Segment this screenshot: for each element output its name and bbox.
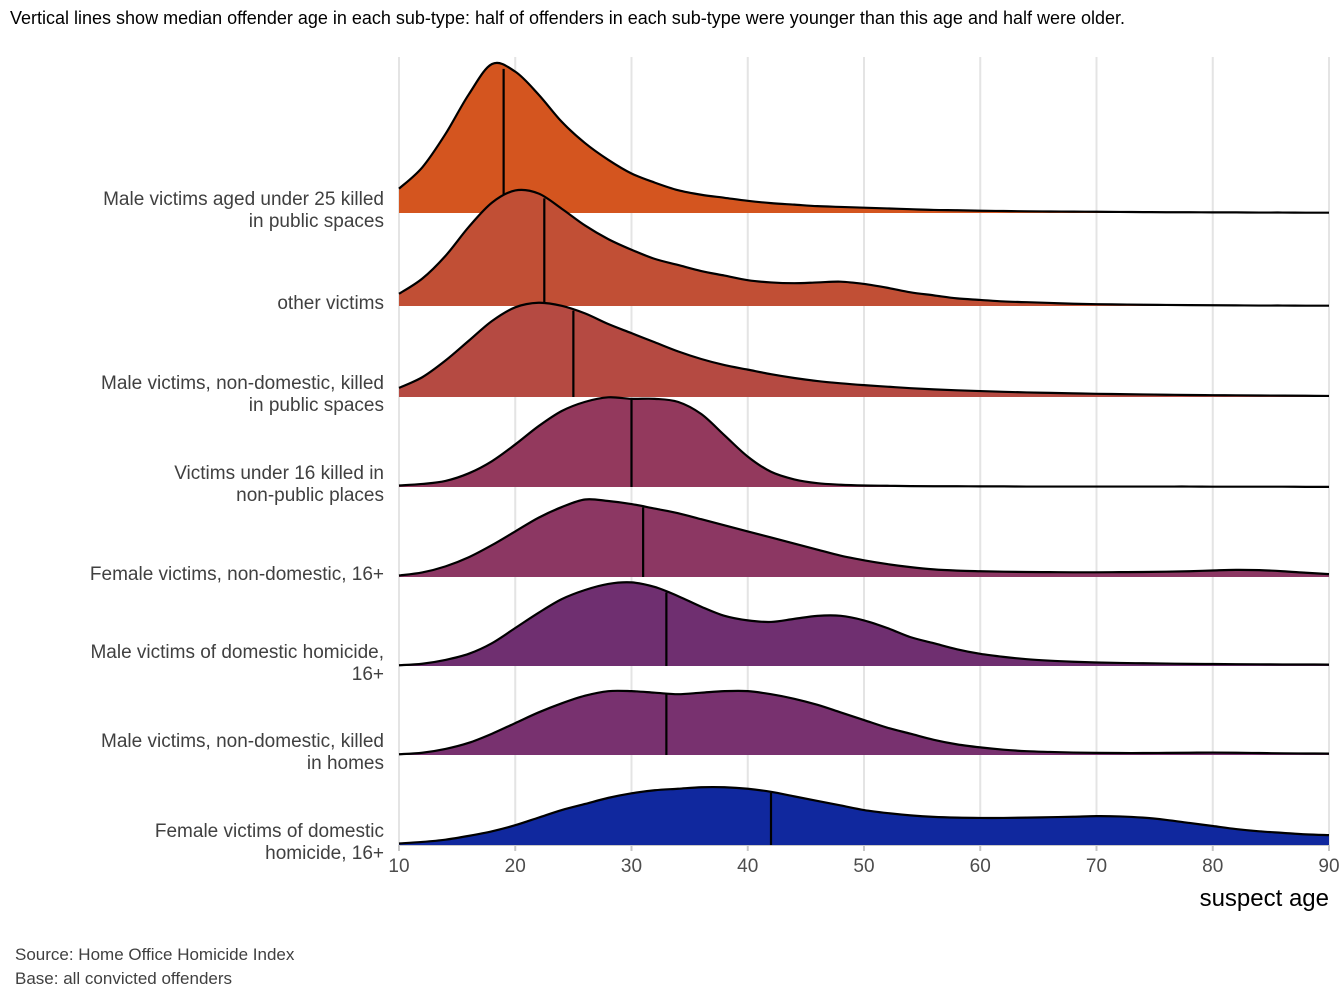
ridge-outline-1 [398,188,1330,307]
x-tick-label-70: 70 [1085,856,1108,877]
ridge-area-5 [399,582,1329,666]
row-label-line: in public spaces [248,395,384,416]
row-label-0: Male victims aged under 25 killed in publ… [0,189,384,233]
ridge-outline-0 [398,61,1330,214]
x-axis-title: suspect age [1199,885,1329,912]
row-label-line: Male victims, non-domestic, killed [101,373,384,394]
ridge-outline-7 [398,785,1330,845]
row-label-1: other victims [0,293,384,315]
ridge-outline-4 [398,498,1330,577]
row-label-line: in homes [306,753,384,774]
row-label-line: Victims under 16 killed in [174,463,384,484]
x-tick-label-90: 90 [1318,856,1340,877]
row-label-line: Male victims of domestic homicide, [90,642,384,663]
source-caption: Source: Home Office Homicide Index Base:… [15,945,295,988]
row-label-line: Female victims, non-domestic, 16+ [89,564,384,585]
ridge-area-0 [399,62,1329,213]
ridge-outline-3 [398,396,1330,488]
row-label-4: Female victims, non-domestic, 16+ [0,564,384,586]
ridge-area-4 [399,499,1329,577]
ridge-area-7 [399,787,1329,845]
row-label-line: homicide, 16+ [265,843,384,864]
x-tick-label-40: 40 [737,856,759,877]
row-label-line: in public spaces [248,211,384,232]
row-label-line: Male victims, non-domestic, killed [101,731,384,752]
x-tick-label-20: 20 [504,856,526,877]
row-label-line: other victims [277,293,384,314]
row-label-3: Victims under 16 killed in non-public pla… [0,463,384,507]
row-label-line: Female victims of domestic [154,821,384,842]
x-tick-label-10: 10 [388,856,410,877]
row-label-line: non-public places [236,485,384,506]
row-label-5: Male victims of domestic homicide, 16+ [0,642,384,686]
ridge-area-1 [399,189,1329,306]
x-tick-label-60: 60 [969,856,991,877]
ridge-outline-2 [398,301,1330,398]
x-tick-label-80: 80 [1202,856,1224,877]
chart-title: Vertical lines show median offender age … [10,8,1126,28]
row-label-line: Male victims aged under 25 killed [103,189,384,210]
ridge-area-2 [399,302,1329,397]
ridge-outline-6 [398,689,1330,756]
x-tick-label-30: 30 [620,856,643,877]
row-label-line: 16+ [351,664,384,685]
row-label-6: Male victims, non-domestic, killed in hom… [0,731,384,775]
x-tick-label-50: 50 [853,856,875,877]
row-label-2: Male victims, non-domestic, killed in pub… [0,373,384,417]
row-label-7: Female victims of domestic homicide, 16+ [0,821,384,865]
ridge-area-6 [399,690,1329,755]
ridge-outline-5 [398,581,1330,667]
